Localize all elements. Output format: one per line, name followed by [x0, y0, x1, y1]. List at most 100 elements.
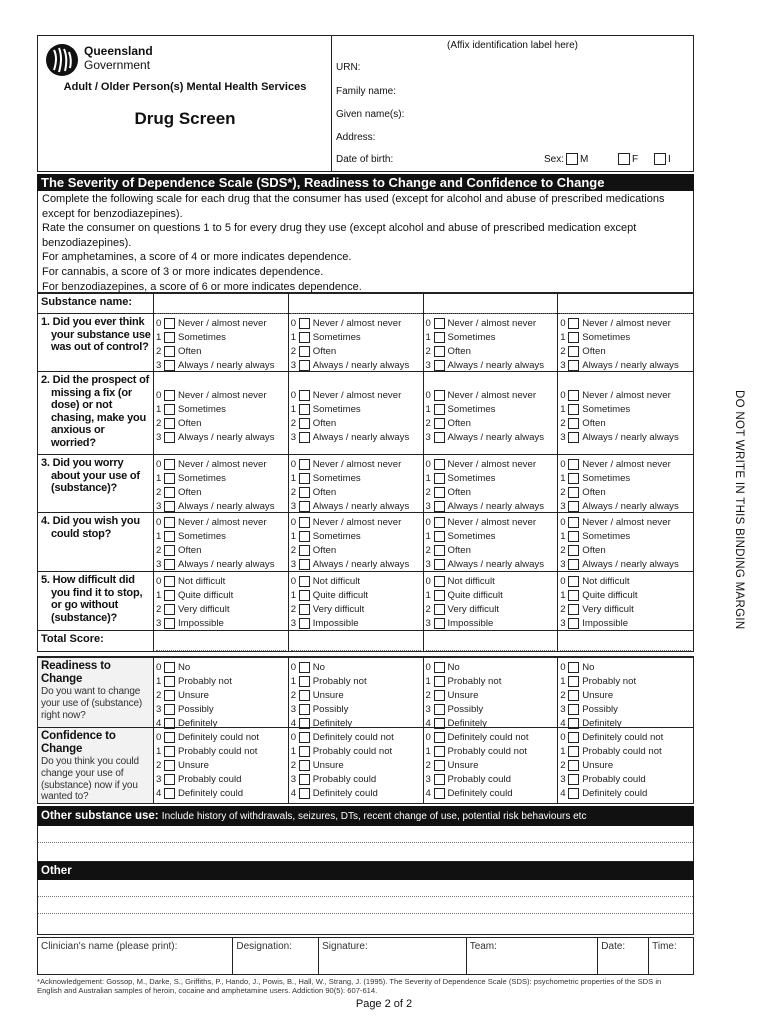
entry-cell[interactable]: [289, 631, 424, 651]
checkbox[interactable]: [298, 472, 310, 484]
checkbox[interactable]: [433, 317, 445, 329]
checkbox[interactable]: [298, 417, 310, 429]
checkbox[interactable]: [164, 544, 175, 556]
option[interactable]: 2 Often: [156, 485, 286, 499]
option[interactable]: 2 Often: [560, 485, 691, 499]
option[interactable]: 2 Often: [560, 344, 691, 358]
option[interactable]: 1 Sometimes: [560, 529, 691, 543]
signature-field[interactable]: Date:: [598, 938, 650, 974]
other-lines[interactable]: [37, 880, 694, 935]
checkbox[interactable]: [433, 331, 445, 343]
checkbox[interactable]: [433, 431, 445, 443]
checkbox[interactable]: [568, 558, 580, 570]
option[interactable]: 1 Quite difficult: [291, 588, 421, 602]
option[interactable]: 0 Never / almost never: [560, 316, 691, 330]
checkbox[interactable]: [433, 603, 445, 615]
checkbox[interactable]: [298, 431, 310, 443]
option[interactable]: 3 Always / nearly always: [291, 430, 421, 444]
option[interactable]: 4 Definitely: [426, 716, 556, 730]
option[interactable]: 1 Quite difficult: [426, 588, 556, 602]
checkbox[interactable]: [298, 500, 310, 512]
option[interactable]: 3 Impossible: [560, 616, 691, 630]
checkbox[interactable]: [164, 403, 175, 415]
signature-field[interactable]: Designation:: [233, 938, 320, 974]
checkbox[interactable]: [568, 431, 580, 443]
option[interactable]: 2 Often: [291, 344, 421, 358]
option[interactable]: 3 Impossible: [291, 616, 421, 630]
option[interactable]: 3 Possibly: [156, 702, 286, 716]
option[interactable]: 3 Always / nearly always: [560, 430, 691, 444]
option[interactable]: 2 Unsure: [156, 688, 286, 702]
option[interactable]: 2 Unsure: [560, 758, 691, 772]
checkbox[interactable]: [433, 403, 445, 415]
checkbox[interactable]: [433, 359, 445, 371]
checkbox[interactable]: [433, 530, 445, 542]
option[interactable]: 2 Unsure: [291, 758, 421, 772]
checkbox[interactable]: [298, 458, 310, 470]
entry-cell[interactable]: [154, 294, 289, 314]
option[interactable]: 0 Definitely could not: [156, 730, 286, 744]
entry-cell[interactable]: [424, 294, 559, 314]
option[interactable]: 3 Always / nearly always: [560, 557, 691, 571]
checkbox[interactable]: [433, 717, 445, 729]
option[interactable]: 3 Probably could: [560, 772, 691, 786]
checkbox[interactable]: [433, 745, 445, 757]
checkbox[interactable]: [568, 717, 580, 729]
checkbox[interactable]: [164, 617, 175, 629]
option[interactable]: 3 Always / nearly always: [291, 557, 421, 571]
option[interactable]: 3 Probably could: [426, 772, 556, 786]
checkbox[interactable]: [164, 431, 175, 443]
entry-line[interactable]: [425, 300, 556, 314]
option[interactable]: 2 Very difficult: [291, 602, 421, 616]
option[interactable]: 0 Never / almost never: [156, 316, 286, 330]
option[interactable]: 3 Possibly: [426, 702, 556, 716]
checkbox[interactable]: [298, 675, 310, 687]
option[interactable]: 1 Sometimes: [426, 402, 556, 416]
option[interactable]: 1 Sometimes: [291, 529, 421, 543]
option[interactable]: 1 Sometimes: [156, 471, 286, 485]
checkbox[interactable]: [568, 331, 580, 343]
option[interactable]: 2 Often: [291, 485, 421, 499]
option[interactable]: 0 No: [156, 660, 286, 674]
option[interactable]: 3 Always / nearly always: [156, 430, 286, 444]
option[interactable]: 0 Never / almost never: [426, 515, 556, 529]
option[interactable]: 1 Probably could not: [560, 744, 691, 758]
option[interactable]: 2 Unsure: [291, 688, 421, 702]
option[interactable]: 3 Always / nearly always: [560, 358, 691, 372]
checkbox[interactable]: [298, 558, 310, 570]
option[interactable]: 1 Sometimes: [291, 402, 421, 416]
checkbox[interactable]: [298, 530, 310, 542]
checkbox[interactable]: [298, 661, 310, 673]
sex-checkbox-F[interactable]: [618, 153, 630, 165]
option[interactable]: 0 Never / almost never: [291, 316, 421, 330]
entry-cell[interactable]: [558, 631, 693, 651]
option[interactable]: 3 Probably could: [291, 772, 421, 786]
checkbox[interactable]: [433, 689, 445, 701]
entry-line[interactable]: [560, 300, 691, 314]
checkbox[interactable]: [433, 500, 445, 512]
option[interactable]: 0 Definitely could not: [291, 730, 421, 744]
signature-field[interactable]: Clinician's name (please print):: [38, 938, 234, 974]
entry-line[interactable]: [156, 300, 286, 314]
checkbox[interactable]: [568, 575, 580, 587]
checkbox[interactable]: [433, 575, 445, 587]
signature-field[interactable]: Signature:: [319, 938, 467, 974]
option[interactable]: 2 Often: [156, 543, 286, 557]
checkbox[interactable]: [433, 617, 445, 629]
checkbox[interactable]: [298, 745, 310, 757]
checkbox[interactable]: [164, 389, 175, 401]
option[interactable]: 4 Definitely could: [156, 786, 286, 800]
checkbox[interactable]: [433, 544, 445, 556]
option[interactable]: 1 Sometimes: [156, 330, 286, 344]
option[interactable]: 2 Unsure: [426, 688, 556, 702]
checkbox[interactable]: [164, 317, 175, 329]
option[interactable]: 3 Always / nearly always: [156, 557, 286, 571]
checkbox[interactable]: [433, 759, 445, 771]
option[interactable]: 2 Often: [291, 416, 421, 430]
checkbox[interactable]: [298, 603, 310, 615]
checkbox[interactable]: [298, 389, 310, 401]
checkbox[interactable]: [164, 661, 175, 673]
option[interactable]: 4 Definitely: [291, 716, 421, 730]
checkbox[interactable]: [568, 359, 580, 371]
checkbox[interactable]: [164, 558, 175, 570]
